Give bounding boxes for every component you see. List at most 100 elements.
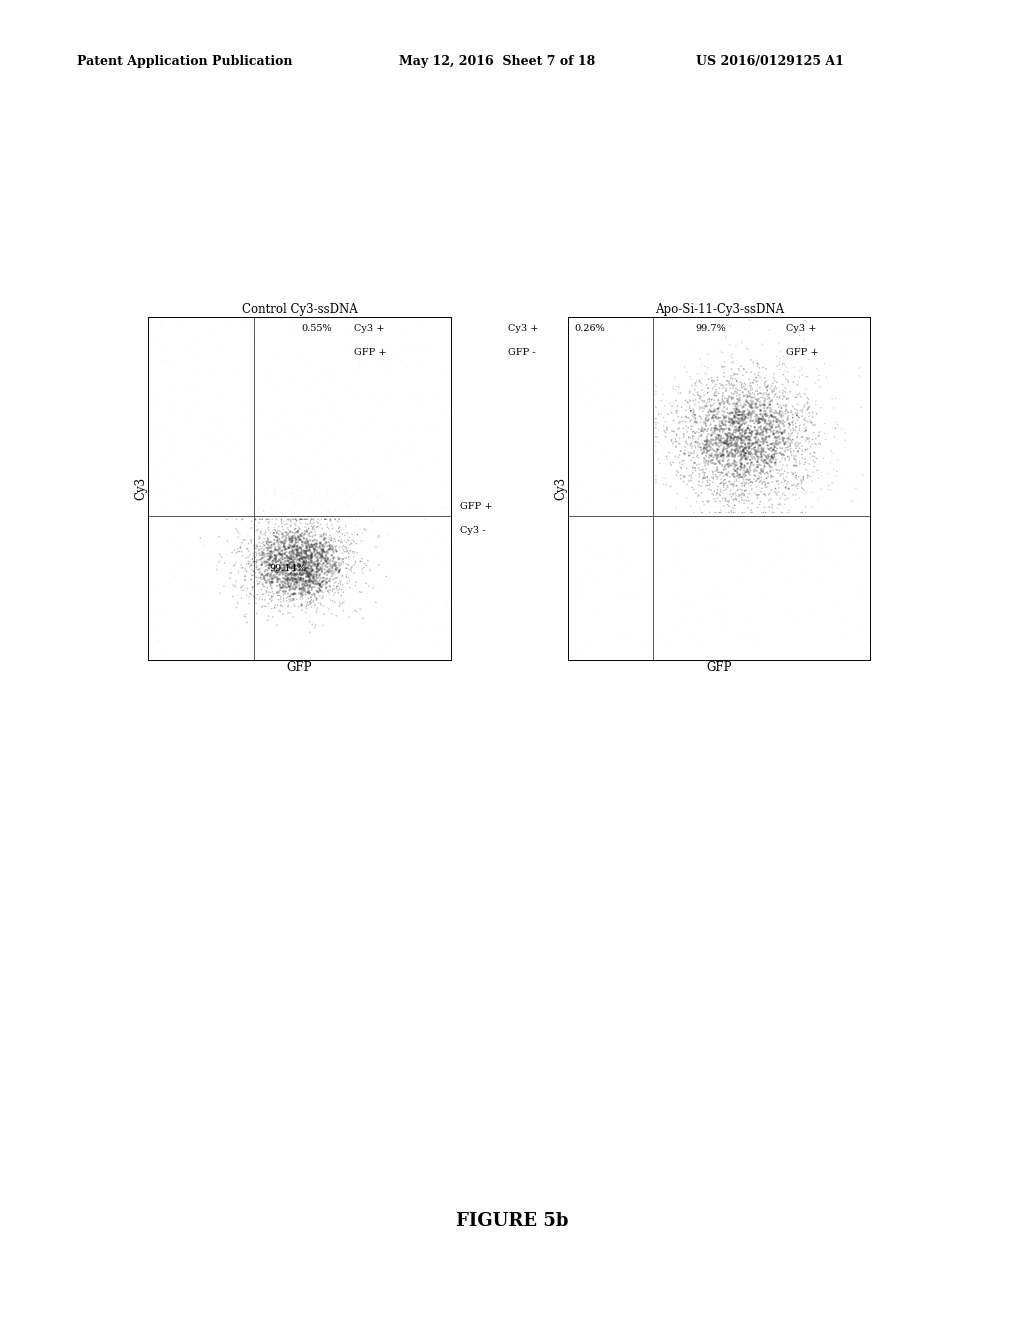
Point (703, 433, 720, 454)
Point (283, 521, 299, 543)
Point (733, 420, 750, 441)
Point (826, 441, 843, 462)
Point (764, 421, 780, 442)
Point (301, 562, 317, 583)
Point (803, 412, 819, 433)
Point (311, 570, 328, 591)
Point (802, 483, 818, 504)
Point (716, 414, 732, 436)
Point (720, 434, 736, 455)
Point (770, 422, 786, 444)
Point (733, 420, 750, 441)
Point (757, 404, 773, 425)
Point (345, 520, 361, 541)
Point (358, 573, 375, 594)
Point (307, 546, 324, 568)
Point (295, 508, 311, 529)
Point (854, 574, 870, 595)
Point (787, 465, 804, 486)
Point (737, 434, 754, 455)
Point (286, 513, 302, 535)
Point (282, 557, 298, 578)
Point (679, 432, 695, 453)
Point (752, 367, 768, 388)
Point (697, 467, 714, 488)
Point (296, 540, 312, 561)
Point (255, 546, 271, 568)
Point (764, 384, 780, 405)
Point (281, 553, 297, 574)
Point (796, 467, 812, 488)
Point (261, 549, 278, 570)
Point (687, 422, 703, 444)
Point (308, 516, 325, 537)
Point (753, 458, 769, 479)
Point (294, 549, 310, 570)
Point (697, 467, 714, 488)
Point (738, 428, 755, 449)
Point (263, 598, 280, 619)
Point (305, 590, 322, 611)
Point (682, 434, 698, 455)
Point (730, 420, 746, 441)
Point (715, 409, 731, 430)
Point (799, 558, 815, 579)
Point (734, 378, 751, 399)
Point (755, 440, 771, 461)
Point (246, 564, 262, 585)
Point (282, 585, 298, 606)
Point (337, 459, 353, 480)
Point (724, 385, 740, 407)
Point (693, 482, 710, 503)
Point (771, 400, 787, 421)
Point (231, 605, 248, 626)
Point (812, 376, 828, 397)
Point (261, 541, 278, 562)
Point (300, 552, 316, 573)
Point (770, 463, 786, 484)
Point (736, 445, 753, 466)
Point (728, 436, 744, 457)
Point (313, 558, 330, 579)
Point (284, 568, 300, 589)
Point (765, 412, 781, 433)
Point (265, 523, 282, 544)
Point (302, 576, 318, 597)
Point (693, 609, 710, 630)
Point (763, 461, 779, 482)
Point (720, 422, 736, 444)
Point (291, 549, 307, 570)
Point (795, 331, 811, 352)
Point (330, 548, 346, 569)
Point (708, 429, 724, 450)
Point (756, 449, 772, 470)
Point (300, 616, 316, 638)
Point (750, 498, 766, 519)
Point (297, 317, 313, 338)
Point (377, 360, 393, 381)
Point (713, 598, 729, 619)
Point (325, 422, 341, 444)
Point (743, 479, 760, 500)
Point (772, 348, 788, 370)
Point (300, 587, 316, 609)
Point (733, 447, 750, 469)
Point (727, 430, 743, 451)
Point (331, 554, 347, 576)
Point (411, 545, 427, 566)
Point (152, 425, 168, 446)
Point (255, 523, 271, 544)
Point (749, 397, 765, 418)
Point (728, 378, 744, 399)
Point (292, 508, 308, 529)
Point (798, 417, 814, 438)
Point (341, 507, 357, 528)
Point (318, 553, 335, 574)
Point (711, 444, 727, 465)
Point (281, 564, 297, 585)
Point (283, 578, 299, 599)
Point (257, 565, 273, 586)
Point (781, 425, 798, 446)
Point (292, 589, 308, 610)
Point (165, 403, 181, 424)
